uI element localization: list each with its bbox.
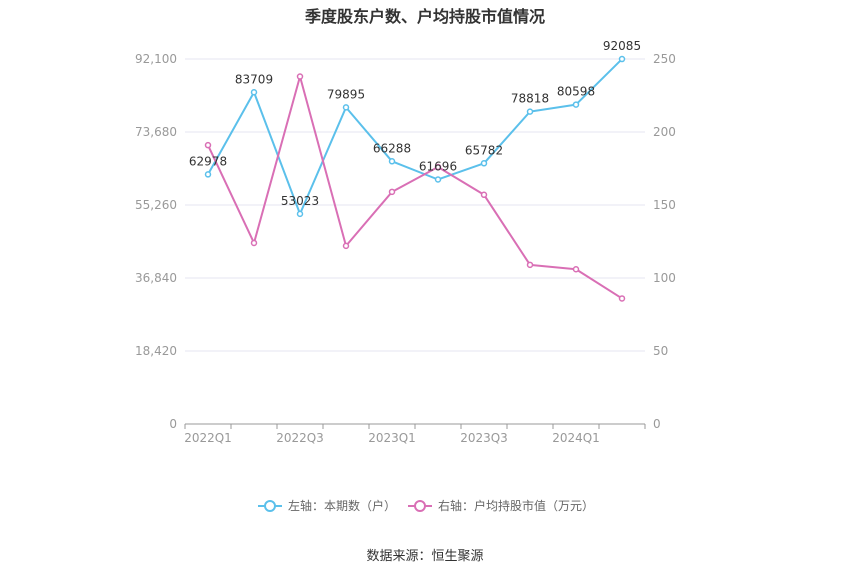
x-tick-label: 2024Q1: [552, 431, 600, 445]
legend-label-1: 左轴：本期数（户）: [288, 498, 396, 513]
x-tick-label: 2022Q1: [184, 431, 232, 445]
data-label: 92085: [603, 39, 641, 53]
series-1-point: [618, 55, 626, 63]
data-label: 66288: [373, 141, 411, 155]
right-y-tick-label: 250: [653, 52, 676, 66]
x-tick-label: 2023Q3: [460, 431, 508, 445]
series-1-point: [434, 176, 442, 183]
series-2-point: [388, 188, 396, 196]
series-2-point: [342, 242, 350, 250]
data-label: 65782: [465, 143, 503, 157]
series-1-point: [480, 160, 488, 167]
series-line-2: [207, 75, 623, 300]
series-1-point: [388, 158, 396, 165]
series-1-point: [526, 108, 534, 115]
left-y-tick-label: 36,840: [135, 271, 177, 285]
data-label: 61696: [419, 159, 457, 173]
data-labels: 62978 83709 53023 79895 66288 61696 65782 78818…: [189, 39, 641, 208]
series-2-point: [618, 295, 626, 302]
series-line-1: [207, 58, 623, 215]
axes: 0 18,420 36,840 55,260 73,680 92,100 0 50 100 150…: [135, 52, 676, 445]
series-1-point: [572, 101, 580, 108]
right-y-tick-label: 150: [653, 198, 676, 212]
series-1-point: [204, 171, 212, 178]
series-2-point: [296, 73, 304, 80]
series-2-point: [204, 141, 212, 149]
data-label: 79895: [327, 87, 365, 101]
legend-marker-2: [414, 500, 426, 512]
series-2-point: [572, 265, 580, 273]
series-2-point: [480, 191, 488, 199]
right-y-tick-label: 50: [653, 344, 668, 358]
series-2-point: [526, 261, 534, 269]
left-y-tick-label: 92,100: [135, 52, 177, 66]
left-y-tick-label: 0: [169, 417, 177, 431]
chart-source: 数据来源：恒生聚源: [366, 549, 484, 564]
grid-lines: [185, 58, 645, 352]
x-tick-label: 2023Q1: [368, 431, 416, 445]
series-2-point: [434, 163, 442, 171]
series-lines: [204, 55, 626, 302]
series-1-point: [250, 89, 258, 96]
data-label: 80598: [557, 85, 595, 99]
right-y-tick-label: 200: [653, 125, 676, 139]
left-y-tick-label: 73,680: [135, 125, 177, 139]
legend-marker-1: [264, 500, 276, 512]
data-label: 62978: [189, 154, 227, 168]
legend: 左轴：本期数（户） 右轴：户均持股市值（万元）: [258, 498, 594, 513]
data-label: 53023: [281, 194, 319, 208]
right-y-tick-label: 0: [653, 417, 661, 431]
data-label: 83709: [235, 72, 273, 86]
right-y-tick-label: 100: [653, 271, 676, 285]
series-2-point: [250, 239, 258, 247]
data-label: 78818: [511, 92, 549, 106]
left-y-tick-label: 18,420: [135, 344, 177, 358]
chart-title: 季度股东户数、户均持股市值情况: [304, 7, 545, 26]
series-1-point: [296, 210, 304, 218]
x-tick-label: 2022Q3: [276, 431, 324, 445]
left-y-tick-label: 55,260: [135, 198, 177, 212]
series-1-point: [342, 104, 350, 111]
legend-label-2: 右轴：户均持股市值（万元）: [438, 498, 594, 513]
